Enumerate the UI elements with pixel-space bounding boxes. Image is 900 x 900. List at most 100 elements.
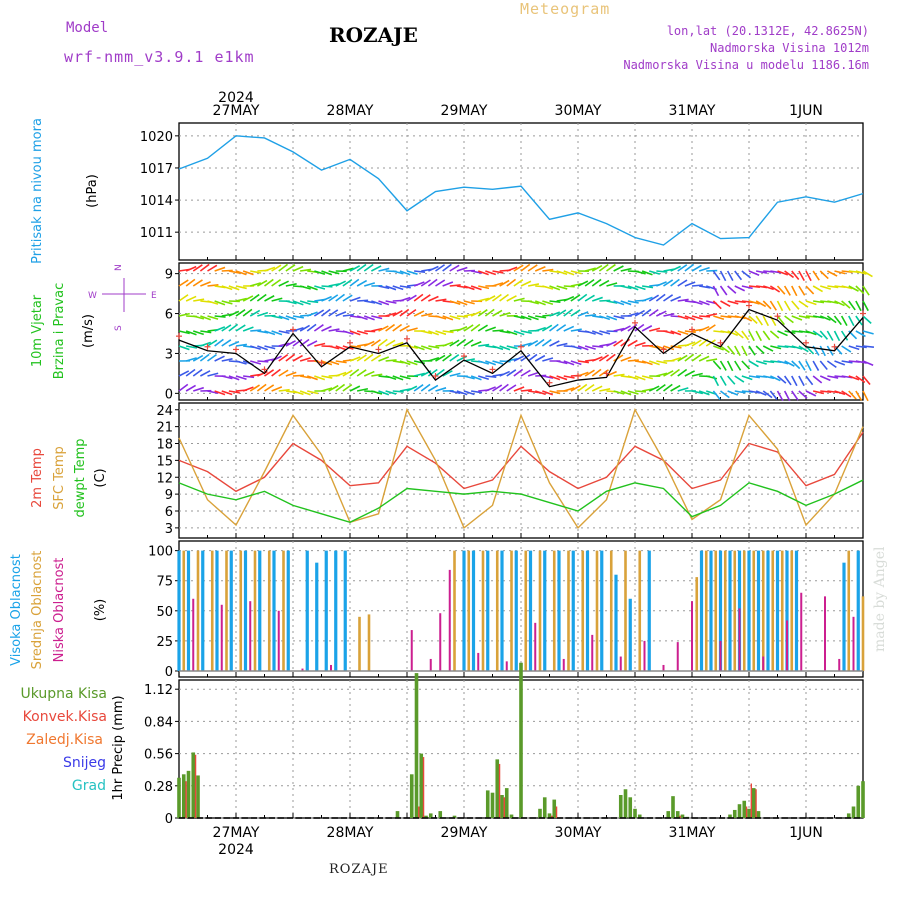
wind-arrow xyxy=(292,390,304,396)
wind-arrow xyxy=(641,308,652,317)
wind-arrow xyxy=(691,284,704,287)
bottom-day-label: 29MAY xyxy=(441,825,488,841)
total-precip-bar xyxy=(618,795,623,818)
wind-arrow xyxy=(399,360,411,366)
wind-arrow xyxy=(449,354,460,362)
wind-arrow xyxy=(563,285,575,288)
wind-arrow xyxy=(499,293,509,302)
wind-arrow xyxy=(413,293,424,302)
wind-arrow xyxy=(406,385,418,392)
wind-arrow xyxy=(513,386,525,392)
wind-arrow xyxy=(727,285,737,294)
wind-arrow xyxy=(328,360,340,366)
wind-arrow xyxy=(684,353,695,362)
wind-arrow xyxy=(762,315,770,327)
wind-arrow xyxy=(763,375,775,380)
wind-arrow xyxy=(855,390,863,401)
low-cloud-bar xyxy=(786,620,788,671)
product-title: Meteogram xyxy=(520,0,611,18)
wind-arrow xyxy=(449,264,460,272)
wind-arrow xyxy=(634,390,647,393)
wind-arrow xyxy=(442,330,454,334)
wind-arrow xyxy=(299,300,311,306)
high-cloud-bar xyxy=(500,550,504,671)
wind-arrow xyxy=(435,315,447,320)
wind-arrow xyxy=(306,311,318,317)
wind-arrow xyxy=(520,263,531,272)
wind-arrow xyxy=(207,264,218,272)
total-precip-bar xyxy=(538,808,542,818)
wind-arrow xyxy=(712,360,722,370)
wind-arrow xyxy=(791,285,798,297)
wind-arrow xyxy=(563,270,575,276)
wind-arrow xyxy=(506,369,517,377)
low-cloud-bar xyxy=(824,596,826,671)
wind-arrow xyxy=(349,265,361,272)
wind-arrow xyxy=(428,265,439,272)
mid-cloud-bar xyxy=(595,550,599,671)
watermark: made by Angel xyxy=(872,546,888,653)
bottom-day-label: 31MAY xyxy=(669,825,716,841)
total-precip-bar xyxy=(177,777,181,818)
wind-arrow xyxy=(242,326,254,332)
wind-arrow xyxy=(713,345,724,351)
wind-ytick-label: 0 xyxy=(165,387,173,402)
wind-legend-n: N xyxy=(114,264,124,271)
low-cloud-bar xyxy=(676,642,679,671)
low-cloud-bar xyxy=(643,640,646,671)
wind-legend-w: W xyxy=(88,291,97,301)
wind-arrow xyxy=(207,390,219,395)
wind-arrow xyxy=(192,264,203,272)
high-cloud-bar xyxy=(571,550,575,671)
wind-arrow xyxy=(499,330,511,334)
wind-arrow xyxy=(492,270,504,274)
wind-arrow xyxy=(413,281,425,287)
wind-arrow xyxy=(712,390,721,401)
wind-arrow xyxy=(677,368,688,377)
wind-arrow xyxy=(449,284,461,287)
pressure-ytick-label: 1011 xyxy=(140,226,173,241)
total-precip-bar xyxy=(495,759,500,818)
wind-arrow xyxy=(421,330,433,335)
wind-arrow xyxy=(684,263,695,272)
wind-arrow xyxy=(299,390,311,396)
precip-legend-item: Snijeg xyxy=(63,755,106,771)
wind-arrow xyxy=(855,285,865,295)
wind-arrow xyxy=(335,360,347,364)
mid-cloud-bar xyxy=(847,550,851,671)
wind-arrow xyxy=(278,388,290,392)
wind-arrow xyxy=(748,270,760,276)
wind-arrow xyxy=(256,293,267,302)
wind-arrow xyxy=(520,280,532,287)
wind-arrow xyxy=(399,270,411,276)
wind-arrow xyxy=(335,371,347,377)
conv-precip-bar xyxy=(555,806,558,818)
wind-arrow xyxy=(862,375,871,385)
wind-arrow xyxy=(798,300,809,308)
mid-cloud-bar xyxy=(567,550,570,671)
wind-arrow xyxy=(492,309,503,317)
high-cloud-bar xyxy=(215,550,219,671)
wind-arrow xyxy=(506,330,518,336)
wind-arrow xyxy=(591,330,603,336)
station-title: ROZAJE xyxy=(329,23,418,47)
wind-arrow xyxy=(242,386,254,392)
wind-arrow xyxy=(214,338,224,347)
wind-arrow xyxy=(769,330,780,339)
wind-arrow xyxy=(371,373,383,377)
precip-ytick-label: 0.84 xyxy=(144,715,173,730)
wind-arrow xyxy=(199,353,210,362)
mid-cloud-bar xyxy=(790,550,794,671)
total-precip-bar xyxy=(490,792,495,818)
wind-arrow xyxy=(755,315,764,326)
wind-arrow xyxy=(185,357,197,362)
wind-arrow xyxy=(520,353,531,362)
wind-arrow xyxy=(798,375,805,387)
wind-arrow xyxy=(406,294,417,302)
wind-arrow xyxy=(598,279,610,287)
wind-arrow xyxy=(677,264,688,272)
mid-cloud-title: Srednja Oblacnost xyxy=(30,551,45,670)
wind-arrow xyxy=(776,315,785,326)
wind-arrow xyxy=(649,327,661,332)
wind-arrow xyxy=(228,375,240,381)
